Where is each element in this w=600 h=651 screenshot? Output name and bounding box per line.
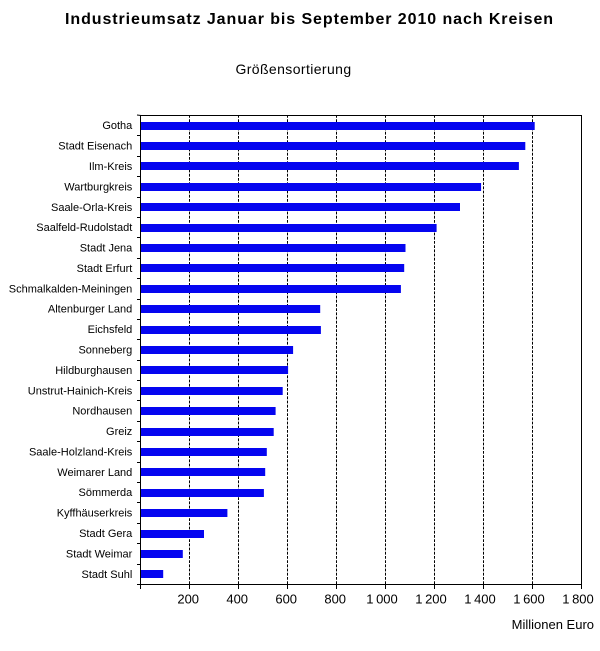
svg-text:Eichsfeld: Eichsfeld	[88, 324, 133, 336]
svg-text:Kyffhäuserkreis: Kyffhäuserkreis	[57, 508, 133, 520]
svg-text:Stadt Weimar: Stadt Weimar	[66, 548, 133, 560]
svg-text:Schmalkalden-Meiningen: Schmalkalden-Meiningen	[9, 283, 133, 295]
svg-text:Wartburgkreis: Wartburgkreis	[64, 181, 133, 193]
svg-text:Ilm-Kreis: Ilm-Kreis	[89, 161, 133, 173]
svg-text:Stadt Erfurt: Stadt Erfurt	[77, 263, 133, 275]
svg-text:1 400: 1 400	[464, 592, 496, 607]
svg-text:Nordhausen: Nordhausen	[72, 406, 132, 418]
svg-text:Stadt Jena: Stadt Jena	[80, 243, 133, 255]
svg-text:Saalfeld-Rudolstadt: Saalfeld-Rudolstadt	[36, 222, 132, 234]
svg-text:600: 600	[275, 592, 297, 607]
svg-text:Größensortierung: Größensortierung	[235, 61, 351, 77]
svg-text:Gotha: Gotha	[102, 120, 133, 132]
svg-text:1 000: 1 000	[366, 592, 398, 607]
svg-text:Unstrut-Hainich-Kreis: Unstrut-Hainich-Kreis	[28, 385, 133, 397]
svg-text:1 600: 1 600	[513, 592, 545, 607]
svg-text:Stadt Gera: Stadt Gera	[79, 528, 133, 540]
svg-text:800: 800	[324, 592, 346, 607]
svg-text:Hildburghausen: Hildburghausen	[55, 365, 132, 377]
svg-text:Altenburger Land: Altenburger Land	[48, 304, 132, 316]
svg-text:Saale-Orla-Kreis: Saale-Orla-Kreis	[51, 202, 133, 214]
svg-text:Saale-Holzland-Kreis: Saale-Holzland-Kreis	[29, 446, 133, 458]
svg-text:Sömmerda: Sömmerda	[79, 487, 134, 499]
svg-text:Millionen Euro: Millionen Euro	[512, 617, 594, 632]
svg-text:Industrieumsatz Januar bis Sep: Industrieumsatz Januar bis September 201…	[65, 11, 554, 28]
svg-text:Weimarer Land: Weimarer Land	[57, 467, 132, 479]
svg-text:Sonneberg: Sonneberg	[78, 345, 132, 357]
svg-text:200: 200	[177, 592, 199, 607]
svg-text:400: 400	[226, 592, 248, 607]
svg-text:1 200: 1 200	[415, 592, 447, 607]
svg-text:Stadt Suhl: Stadt Suhl	[82, 569, 133, 581]
svg-text:Stadt Eisenach: Stadt Eisenach	[58, 141, 132, 153]
svg-text:1 800: 1 800	[562, 592, 594, 607]
svg-text:Greiz: Greiz	[106, 426, 132, 438]
